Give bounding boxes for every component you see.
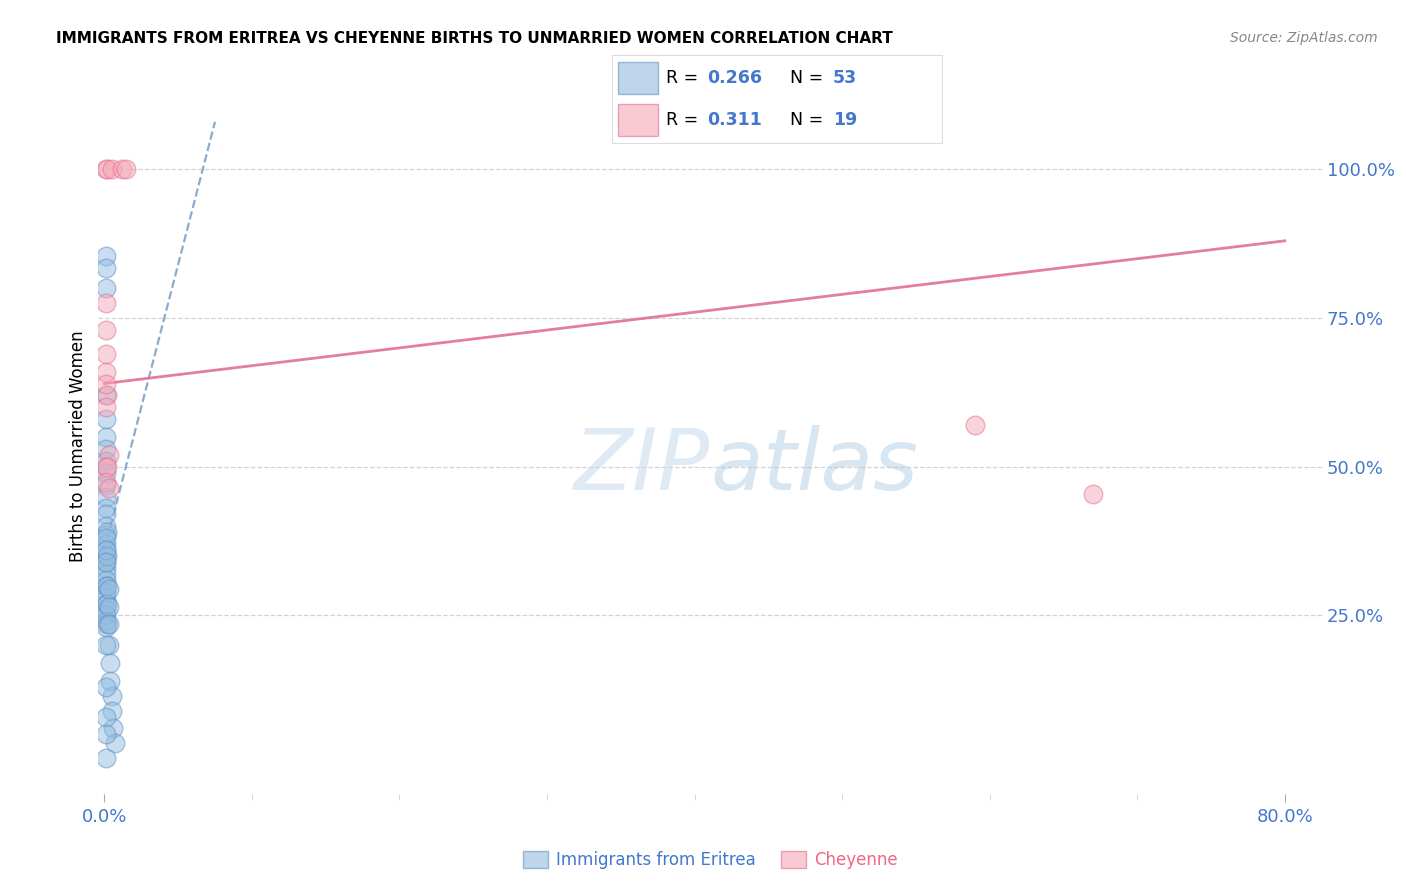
Point bbox=[963, 418, 986, 433]
Point bbox=[94, 249, 117, 263]
Point bbox=[94, 477, 117, 491]
Point bbox=[94, 579, 117, 593]
Point bbox=[94, 555, 117, 569]
Point bbox=[94, 347, 117, 361]
Point bbox=[100, 689, 122, 703]
Text: IMMIGRANTS FROM ERITREA VS CHEYENNE BIRTHS TO UNMARRIED WOMEN CORRELATION CHART: IMMIGRANTS FROM ERITREA VS CHEYENNE BIRT… bbox=[56, 31, 893, 46]
Point bbox=[104, 736, 127, 750]
Point bbox=[94, 615, 117, 629]
Point bbox=[94, 543, 117, 558]
Point bbox=[97, 481, 120, 495]
Point bbox=[94, 323, 117, 337]
Point bbox=[97, 448, 120, 462]
Point bbox=[94, 490, 117, 504]
Bar bbox=[619, 62, 658, 94]
Point bbox=[94, 162, 117, 177]
Point bbox=[97, 617, 120, 632]
Text: 53: 53 bbox=[832, 69, 858, 87]
Text: R =: R = bbox=[666, 111, 704, 129]
Point bbox=[94, 597, 117, 611]
Point bbox=[94, 555, 117, 569]
Point bbox=[94, 442, 117, 456]
Point bbox=[94, 466, 117, 480]
Point bbox=[94, 260, 117, 275]
Point bbox=[115, 162, 138, 177]
Point bbox=[94, 528, 117, 542]
Point bbox=[94, 508, 117, 522]
Point bbox=[94, 727, 117, 741]
Text: R =: R = bbox=[666, 69, 704, 87]
Point bbox=[94, 561, 117, 575]
Point bbox=[97, 582, 120, 596]
Point bbox=[94, 281, 117, 295]
Point bbox=[94, 430, 117, 444]
Point bbox=[94, 620, 117, 634]
Point bbox=[97, 599, 120, 614]
Point bbox=[98, 673, 121, 688]
Point bbox=[94, 566, 117, 581]
Point bbox=[94, 365, 117, 379]
Point bbox=[96, 388, 118, 402]
Point bbox=[96, 525, 118, 540]
Legend: Immigrants from Eritrea, Cheyenne: Immigrants from Eritrea, Cheyenne bbox=[516, 845, 904, 876]
Point bbox=[94, 401, 117, 415]
Point bbox=[94, 531, 117, 545]
Point bbox=[94, 475, 117, 489]
Point bbox=[1081, 486, 1104, 500]
Point bbox=[96, 617, 118, 632]
Point bbox=[94, 543, 117, 558]
Point bbox=[94, 412, 117, 426]
Point bbox=[96, 459, 118, 474]
Point bbox=[94, 602, 117, 616]
Y-axis label: Births to Unmarried Women: Births to Unmarried Women bbox=[69, 330, 87, 562]
Point bbox=[94, 608, 117, 623]
Point bbox=[94, 296, 117, 310]
Point bbox=[96, 597, 118, 611]
Point bbox=[94, 549, 117, 563]
Point bbox=[94, 459, 117, 474]
Bar bbox=[619, 104, 658, 136]
Point bbox=[97, 638, 120, 652]
Point bbox=[98, 656, 121, 670]
Point bbox=[94, 376, 117, 391]
Point bbox=[96, 549, 118, 563]
Point bbox=[94, 680, 117, 694]
Point bbox=[96, 579, 118, 593]
Text: 0.311: 0.311 bbox=[707, 111, 762, 129]
Point bbox=[94, 537, 117, 551]
Point bbox=[94, 591, 117, 605]
Point bbox=[94, 709, 117, 723]
Text: ZIP: ZIP bbox=[574, 425, 710, 508]
Text: Source: ZipAtlas.com: Source: ZipAtlas.com bbox=[1230, 31, 1378, 45]
Point bbox=[100, 704, 122, 718]
Point bbox=[94, 501, 117, 516]
Point bbox=[94, 519, 117, 533]
Text: N =: N = bbox=[790, 111, 828, 129]
Point bbox=[101, 722, 124, 736]
Text: atlas: atlas bbox=[710, 425, 918, 508]
Point bbox=[96, 162, 118, 177]
Text: N =: N = bbox=[790, 69, 828, 87]
Point bbox=[94, 584, 117, 599]
Point bbox=[94, 388, 117, 402]
Point bbox=[94, 573, 117, 587]
Point bbox=[94, 751, 117, 765]
Point bbox=[100, 162, 122, 177]
Text: 0.266: 0.266 bbox=[707, 69, 762, 87]
Point bbox=[111, 162, 134, 177]
Point bbox=[94, 454, 117, 468]
Text: 19: 19 bbox=[832, 111, 858, 129]
Point bbox=[94, 638, 117, 652]
